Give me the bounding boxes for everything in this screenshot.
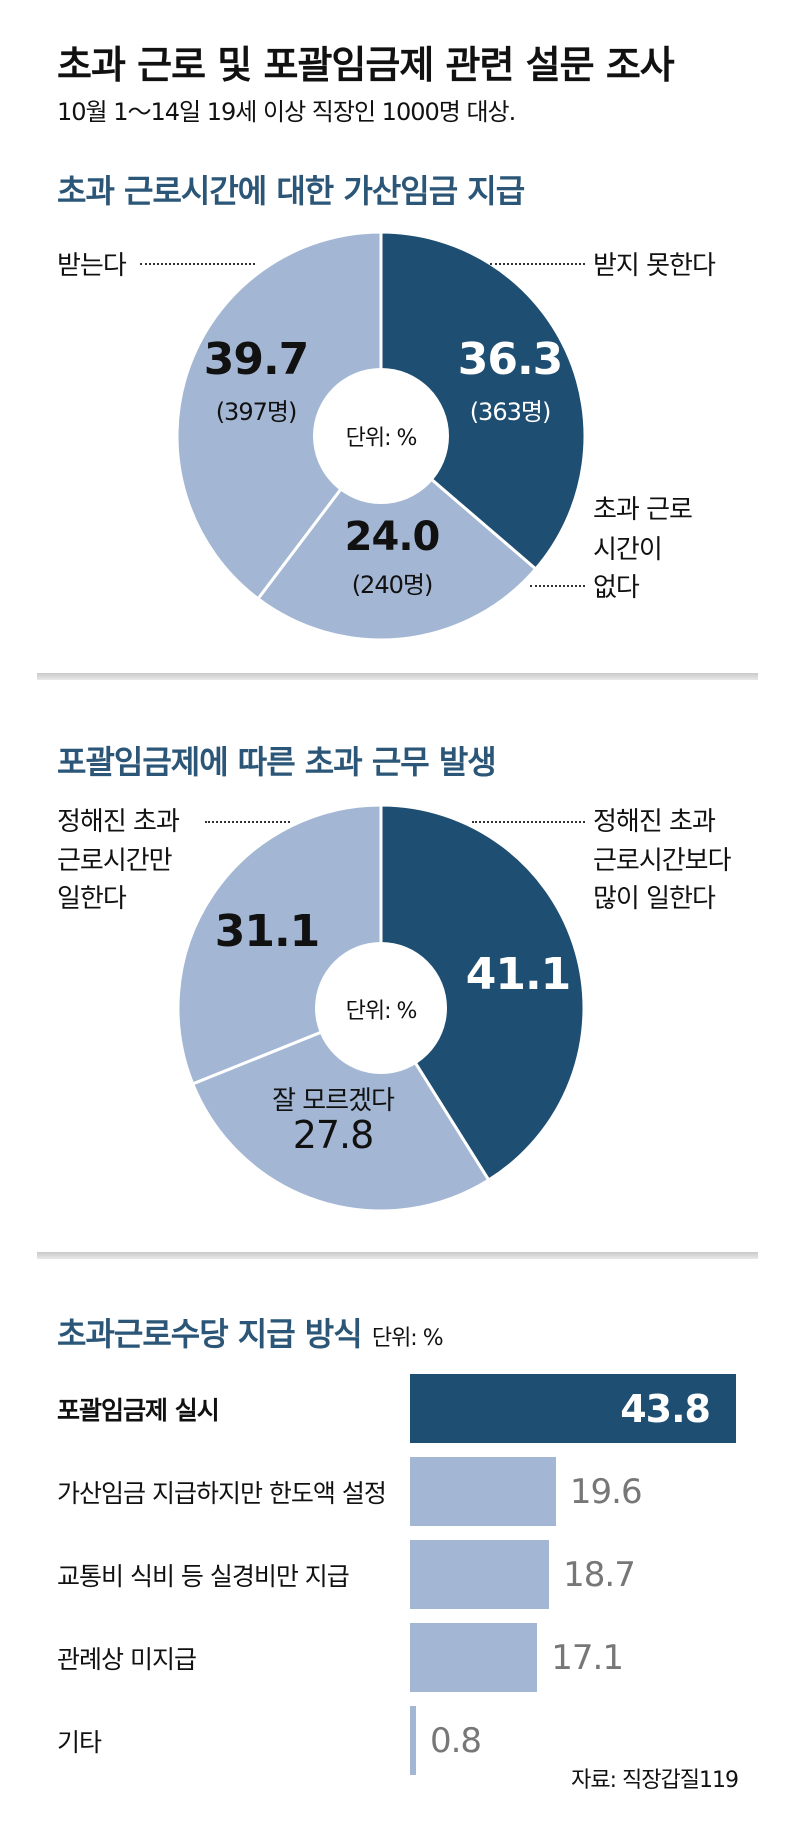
bar-value-label: 43.8 <box>620 1386 711 1431</box>
pie2-value-unknown: 27.8 <box>292 1113 375 1157</box>
bar-category-label: 가산임금 지급하지만 한도액 설정 <box>57 1478 387 1508</box>
pie1-value-not-receive: 36.3 <box>457 334 564 385</box>
leader-line <box>140 263 255 265</box>
pie2-unit: 단위: % <box>345 999 418 1024</box>
bar-category-label: 교통비 식비 등 실경비만 지급 <box>57 1561 350 1591</box>
bar-title-text: 초과근로수당 지급 방식 <box>57 1315 363 1353</box>
pie2-value-more: 41.1 <box>465 949 572 1000</box>
bar <box>410 1706 416 1775</box>
pie1-value-none: 24.0 <box>344 514 441 560</box>
bar-category-label: 관례상 미지급 <box>57 1644 197 1674</box>
pie1-count-receive: (397명) <box>215 398 298 426</box>
subtitle: 10월 1～14일 19세 이상 직장인 1000명 대상. <box>57 98 516 126</box>
pie2-label-more-2: 근로시간보다 <box>593 846 732 876</box>
pie1-center-hole <box>313 368 449 504</box>
main-title: 초과 근로 및 포괄임금제 관련 설문 조사 <box>57 43 675 87</box>
pie2-label-unknown: 잘 모르겠다 <box>272 1086 395 1116</box>
bar <box>410 1623 538 1692</box>
pie1-slice-0 <box>379 230 587 572</box>
section-divider <box>37 673 758 680</box>
leader-line <box>205 821 290 823</box>
leader-line <box>490 263 585 265</box>
bar <box>410 1457 556 1526</box>
bar <box>410 1374 736 1443</box>
bar <box>410 1540 550 1609</box>
pie2-label-only-2: 근로시간만 <box>57 846 173 876</box>
pie2-label-only-3: 일한다 <box>57 884 127 914</box>
source-note: 자료: 직장갑질119 <box>571 1768 739 1793</box>
pie1-title: 초과 근로시간에 대한 가산임금 지급 <box>57 172 525 210</box>
pie1-unit: 단위: % <box>345 426 418 451</box>
pie2-slice-1 <box>190 1006 491 1213</box>
pie2-center-hole <box>315 942 447 1074</box>
bar-value-label: 18.7 <box>563 1554 636 1595</box>
leader-line <box>472 821 585 823</box>
section-divider <box>37 1252 758 1259</box>
bar-value-label: 17.1 <box>551 1637 624 1678</box>
pie1-label-none-1: 초과 근로 <box>593 495 693 525</box>
pie1-label-receive: 받는다 <box>57 251 127 281</box>
pie2-title: 포괄임금제에 따른 초과 근무 발생 <box>57 743 497 781</box>
pie2-label-more-3: 많이 일한다 <box>593 884 716 914</box>
bar-title: 초과근로수당 지급 방식 단위: % <box>57 1309 444 1355</box>
pie2-label-only-1: 정해진 초과 <box>57 807 180 837</box>
pie2-label-more-1: 정해진 초과 <box>593 807 716 837</box>
bar-value-label: 19.6 <box>569 1471 643 1512</box>
pie1-slice-1 <box>255 433 538 642</box>
pie2-chart <box>176 803 586 1213</box>
pie1-count-none: (240명) <box>351 571 434 599</box>
pie1-slice-2 <box>175 230 383 601</box>
leader-line <box>530 585 585 587</box>
bar-unit: 단위: % <box>371 1326 444 1351</box>
pie1-count-not-receive: (363명) <box>469 398 552 426</box>
bar-category-label: 포괄임금제 실시 <box>57 1395 220 1425</box>
pie2-value-only: 31.1 <box>214 906 321 957</box>
pie1-label-none-2: 시간이 <box>593 535 663 565</box>
bar-category-label: 기타 <box>57 1727 102 1757</box>
bar-value-label: 0.8 <box>429 1720 482 1761</box>
pie1-label-not-receive: 받지 못한다 <box>593 251 716 281</box>
pie1-value-receive: 39.7 <box>203 334 310 385</box>
pie1-label-none-3: 없다 <box>593 573 640 603</box>
